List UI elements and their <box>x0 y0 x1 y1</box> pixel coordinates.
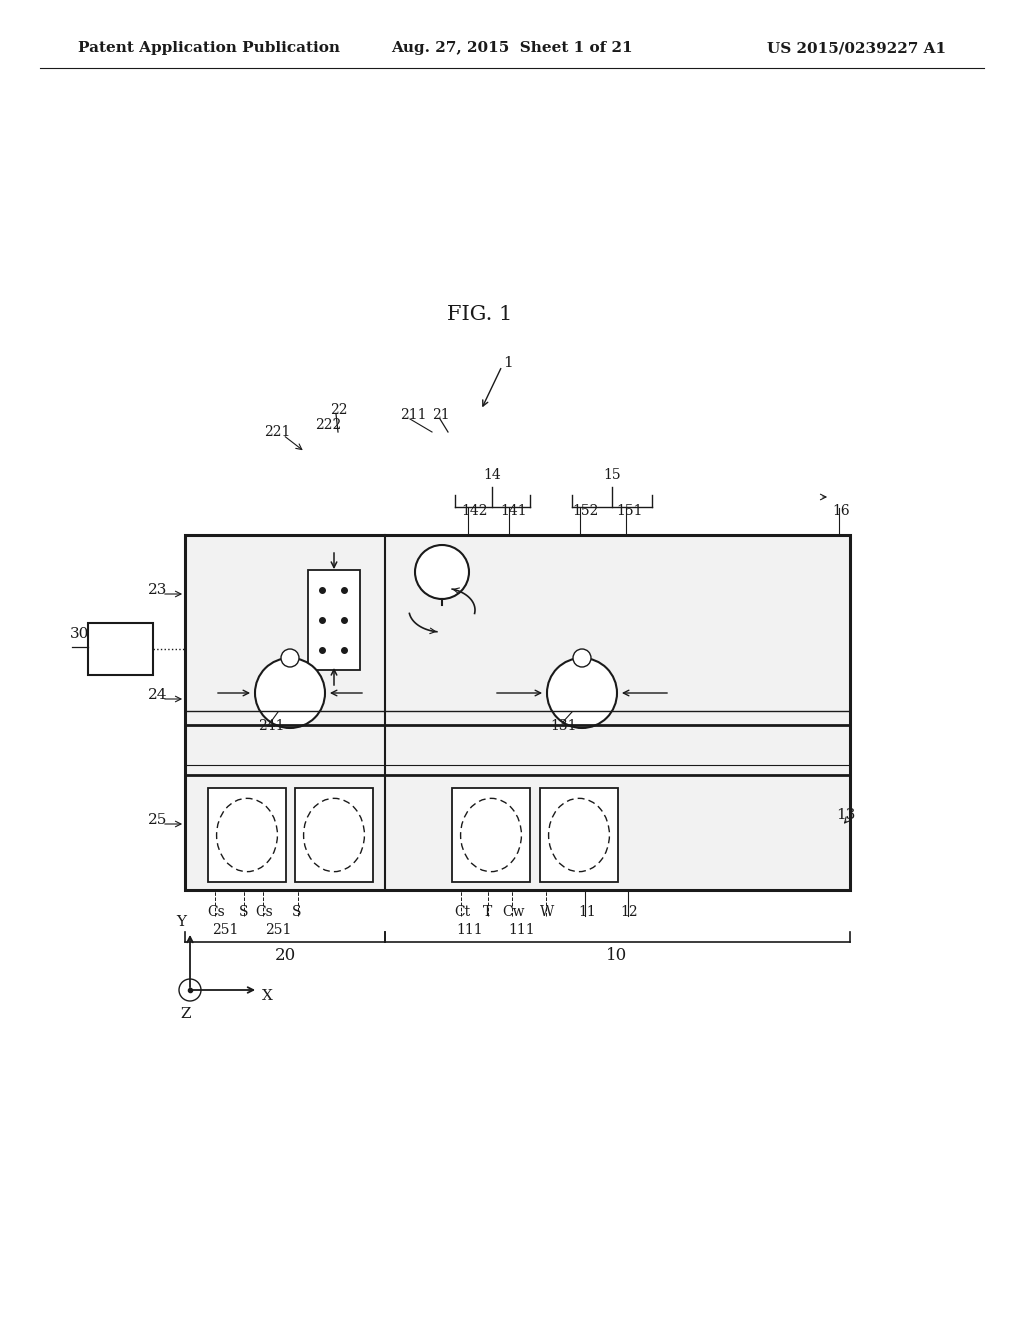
Bar <box>208 788 286 882</box>
Text: 241: 241 <box>258 719 285 733</box>
Text: 15: 15 <box>603 469 621 482</box>
Circle shape <box>573 649 591 667</box>
Text: Aug. 27, 2015  Sheet 1 of 21: Aug. 27, 2015 Sheet 1 of 21 <box>391 41 633 55</box>
Text: Ct: Ct <box>454 906 470 919</box>
Bar <box>88 623 153 675</box>
Text: 131: 131 <box>550 719 577 733</box>
Bar <box>540 788 618 882</box>
Text: 142: 142 <box>461 504 487 517</box>
Circle shape <box>415 545 469 599</box>
Text: 152: 152 <box>572 504 598 517</box>
Text: X: X <box>262 989 272 1003</box>
Text: 251: 251 <box>212 923 239 937</box>
Bar <box>185 535 850 890</box>
Text: Patent Application Publication: Patent Application Publication <box>78 41 340 55</box>
Circle shape <box>547 657 617 729</box>
Text: 221: 221 <box>264 425 291 440</box>
Text: W: W <box>540 906 554 919</box>
Bar <box>308 570 360 671</box>
Text: 211: 211 <box>400 408 427 422</box>
Text: Y: Y <box>176 915 186 929</box>
Text: T: T <box>483 906 493 919</box>
Text: 11: 11 <box>578 906 596 919</box>
Circle shape <box>281 649 299 667</box>
Text: 10: 10 <box>606 948 628 965</box>
Text: 22: 22 <box>330 403 347 417</box>
Text: 25: 25 <box>148 813 167 828</box>
Text: 23: 23 <box>148 583 167 597</box>
Text: 14: 14 <box>483 469 501 482</box>
Text: 13: 13 <box>836 808 855 822</box>
Text: 12: 12 <box>620 906 638 919</box>
Circle shape <box>255 657 325 729</box>
Text: Cs: Cs <box>207 906 224 919</box>
Bar <box>452 788 530 882</box>
Text: US 2015/0239227 A1: US 2015/0239227 A1 <box>767 41 946 55</box>
Circle shape <box>179 979 201 1001</box>
Text: 251: 251 <box>265 923 292 937</box>
Text: S: S <box>239 906 249 919</box>
Text: 141: 141 <box>500 504 526 517</box>
Text: S: S <box>292 906 301 919</box>
Text: Cs: Cs <box>255 906 272 919</box>
Text: 222: 222 <box>315 418 341 432</box>
Bar <box>295 788 373 882</box>
Text: FIG. 1: FIG. 1 <box>447 305 513 325</box>
Text: 111: 111 <box>456 923 482 937</box>
Text: 21: 21 <box>432 408 450 422</box>
Text: 30: 30 <box>70 627 89 642</box>
Text: 24: 24 <box>148 688 168 702</box>
Text: Cw: Cw <box>502 906 524 919</box>
Text: 1: 1 <box>503 356 513 370</box>
Text: 16: 16 <box>831 504 850 517</box>
Text: 20: 20 <box>274 948 296 965</box>
Text: 151: 151 <box>616 504 642 517</box>
Text: 111: 111 <box>508 923 535 937</box>
Text: Z: Z <box>180 1007 190 1020</box>
